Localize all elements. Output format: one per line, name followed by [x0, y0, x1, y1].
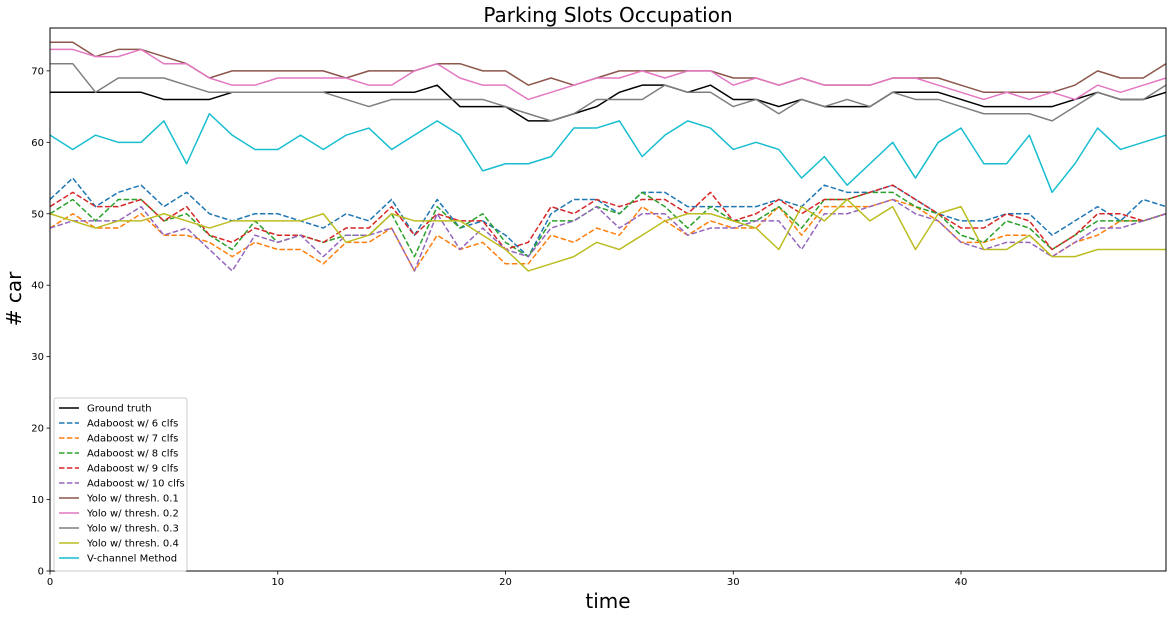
legend-label: Adaboost w/ 8 clfs [87, 449, 178, 460]
legend-label: Yolo w/ thresh. 0.1 [86, 494, 179, 505]
x-tick-label: 20 [499, 577, 512, 588]
y-axis-label: # car [2, 271, 26, 326]
legend-label: Yolo w/ thresh. 0.2 [86, 509, 179, 520]
x-tick-label: 0 [47, 577, 53, 588]
chart-title: Parking Slots Occupation [483, 3, 732, 27]
legend: Ground truth Adaboost w/ 6 clfs Adaboost w… [53, 397, 188, 572]
legend-label: Yolo w/ thresh. 0.4 [86, 539, 179, 550]
series-line-8 [50, 48, 1167, 101]
series-line-7 [50, 41, 1167, 94]
x-axis-label: time [585, 589, 630, 613]
y-tick-label: 70 [31, 66, 44, 77]
x-tick-label: 10 [271, 577, 284, 588]
series-line-9 [50, 62, 1167, 122]
legend-box [53, 397, 188, 572]
y-tick-label: 40 [31, 281, 44, 292]
legend-label: Ground truth [87, 404, 152, 415]
axis-ticks: 0 10 20 30 40 0 10 20 30 40 50 60 70 [31, 66, 967, 588]
legend-label: V-channel Method [87, 554, 177, 565]
series-layer [49, 41, 1167, 272]
legend-label: Adaboost w/ 9 clfs [87, 464, 178, 475]
series-line-11 [49, 112, 1167, 194]
series-line-6 [49, 198, 1167, 272]
series-line-1 [50, 84, 1167, 122]
y-tick-label: 10 [31, 495, 44, 506]
series-line-5 [49, 184, 1167, 251]
legend-label: Adaboost w/ 6 clfs [87, 419, 178, 430]
legend-label: Adaboost w/ 7 clfs [87, 434, 178, 445]
y-tick-label: 50 [31, 209, 44, 220]
x-tick-label: 30 [727, 577, 740, 588]
plot-frame [49, 27, 1167, 572]
series-line-10 [49, 198, 1166, 272]
legend-label: Yolo w/ thresh. 0.3 [86, 524, 179, 535]
y-tick-label: 20 [31, 424, 44, 435]
y-tick-label: 0 [38, 567, 44, 578]
x-tick-label: 40 [955, 577, 968, 588]
series-line-2 [49, 177, 1167, 258]
legend-label: Adaboost w/ 10 clfs [87, 479, 185, 490]
y-tick-label: 60 [31, 138, 44, 149]
y-tick-label: 30 [31, 352, 44, 363]
